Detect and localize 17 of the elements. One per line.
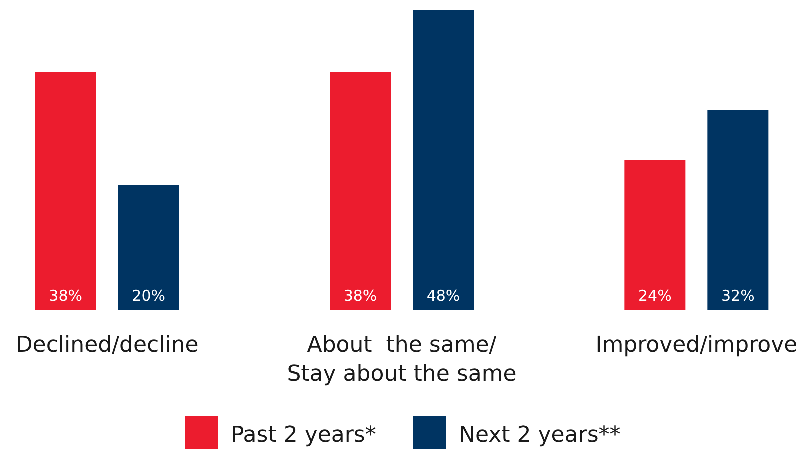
legend-label: Next 2 years** <box>459 423 621 448</box>
bar <box>624 160 686 310</box>
legend-label: Past 2 years* <box>231 423 376 448</box>
data-label: 48% <box>426 287 460 305</box>
bar <box>708 110 769 310</box>
bar <box>35 72 96 310</box>
bar <box>118 185 180 310</box>
data-label: 38% <box>344 287 378 305</box>
x-tick-label: Declined/decline <box>16 333 199 358</box>
data-label: 38% <box>49 287 83 305</box>
x-tick-label: About the same/ Stay about the same <box>287 333 517 387</box>
data-label: 32% <box>721 287 755 305</box>
x-tick-label: Improved/improve <box>596 333 798 358</box>
bar <box>330 72 391 310</box>
data-label: 24% <box>638 287 672 305</box>
data-label: 20% <box>132 287 166 305</box>
bar <box>413 10 474 310</box>
